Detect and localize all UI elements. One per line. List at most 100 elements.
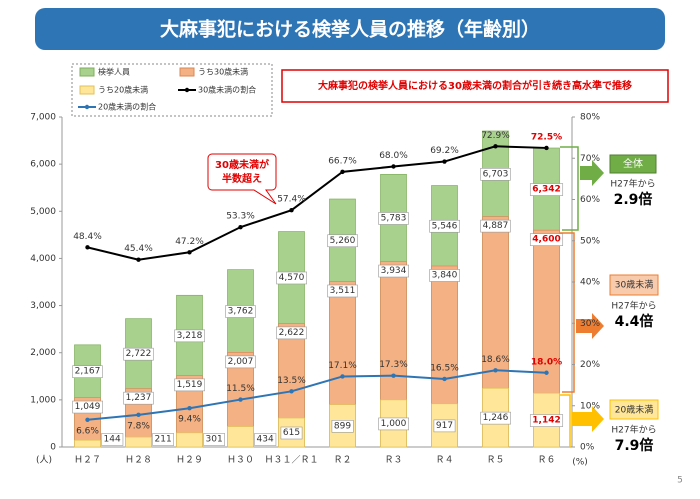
line-label: 16.5% (430, 363, 459, 373)
note-text: H27年から (610, 178, 655, 190)
data-label: 615 (283, 428, 300, 438)
marker (187, 250, 192, 255)
note-label: 20歳未満 (615, 404, 653, 416)
y-unit: (人) (36, 455, 52, 466)
marker (289, 208, 294, 213)
x-tick-label: Ｈ２８ (125, 456, 152, 466)
data-label-box (429, 219, 460, 233)
data-label-box (123, 391, 154, 405)
note-box (609, 399, 659, 420)
note-ratio: 4.4倍 (615, 313, 654, 330)
marker (442, 376, 447, 382)
marker (289, 389, 294, 394)
data-label-box (254, 433, 277, 446)
marker (442, 159, 447, 164)
x-tick-label: Ｈ２９ (176, 456, 203, 466)
data-label: 917 (436, 421, 453, 431)
legend-box (71, 63, 273, 117)
y-tick-label: 0 (50, 443, 56, 453)
data-label: 6,703 (483, 169, 509, 179)
note-text: H27年から (611, 424, 656, 436)
marker (544, 145, 549, 151)
data-label: 2,722 (126, 349, 152, 359)
bar (176, 432, 203, 448)
y2-tick-label: 80% (580, 113, 600, 123)
data-label-box (72, 400, 103, 414)
data-label-box (174, 329, 205, 343)
marker (238, 224, 243, 230)
data-label-box (378, 212, 409, 225)
data-label-box (331, 420, 354, 433)
line-label: 53.3% (226, 212, 255, 222)
data-label: 6,342 (532, 185, 560, 195)
note-ratio: 2.9倍 (614, 191, 653, 208)
legend-swatch (184, 87, 190, 93)
marker (136, 412, 141, 418)
marker (85, 245, 90, 250)
line-label: 17.3% (379, 360, 408, 370)
data-label: 1,246 (483, 413, 509, 423)
data-label-box (72, 365, 103, 378)
arrow (580, 160, 604, 186)
data-label: 434 (257, 435, 274, 445)
data-label: 3,934 (381, 266, 407, 276)
x-tick-label: Ｒ５ (486, 456, 504, 466)
marker (136, 257, 141, 262)
marker (340, 169, 345, 175)
y2-unit: (%) (572, 458, 588, 468)
data-label-box (529, 233, 564, 246)
marker (85, 417, 90, 422)
data-label: 301 (206, 435, 223, 445)
data-label: 1,049 (75, 402, 101, 412)
data-label: 5,260 (330, 236, 356, 246)
arrow (572, 406, 604, 432)
line-label: 7.8% (127, 421, 150, 431)
callout-text: 半数超え (222, 172, 262, 185)
y2-tick-label: 40% (580, 278, 600, 288)
callout-text: 30歳未満が (215, 158, 270, 171)
x-tick-label: Ｒ３ (384, 456, 402, 466)
data-label-box (276, 326, 307, 340)
chart-title: 大麻事犯における検挙人員の推移（年齢別） (160, 18, 540, 41)
marker (493, 368, 498, 373)
y2-tick-label: 30% (580, 319, 600, 329)
line-label: 69.2% (430, 146, 459, 156)
data-label: 3,511 (330, 286, 356, 296)
y-tick-label: 5,000 (30, 207, 56, 217)
y-tick-label: 3,000 (30, 301, 56, 311)
marker (238, 397, 243, 402)
line-label: 47.2% (175, 237, 204, 247)
data-label-box (101, 433, 124, 446)
data-label: 2,622 (279, 328, 305, 338)
marker (391, 373, 396, 378)
data-label-box (429, 269, 460, 282)
data-label-box (327, 284, 358, 298)
data-label: 5,783 (381, 213, 407, 223)
data-label-box (152, 433, 174, 446)
data-label-box (276, 271, 307, 285)
line (87, 369, 547, 421)
data-label: 899 (334, 421, 351, 431)
note-box (609, 154, 657, 174)
line-label: 11.5% (226, 384, 255, 394)
data-label-box (529, 414, 564, 427)
data-label: 1,142 (532, 416, 560, 426)
data-label: 1,519 (177, 380, 203, 390)
data-label-box (529, 183, 564, 196)
note-box (609, 274, 659, 296)
data-label-box (225, 305, 256, 318)
title-banner (35, 8, 665, 50)
note-label: 全体 (623, 157, 643, 170)
data-label: 1,000 (381, 419, 407, 429)
y2-tick-label: 50% (580, 236, 600, 246)
data-label-box (480, 168, 511, 181)
legend-label: うち20歳未満 (98, 85, 148, 95)
y-tick-label: 6,000 (30, 160, 56, 170)
line (87, 145, 547, 261)
data-label: 3,762 (228, 307, 254, 317)
data-label-box (123, 347, 154, 361)
line-label: 17.1% (328, 361, 357, 371)
data-label-box (203, 433, 225, 446)
data-label: 2,167 (75, 367, 101, 377)
